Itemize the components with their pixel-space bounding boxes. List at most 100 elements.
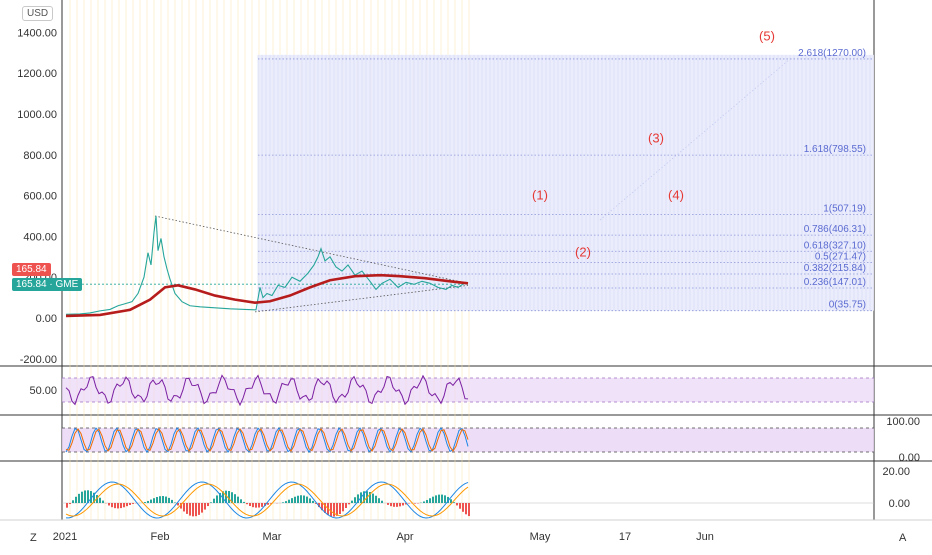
price-axis-tick: 400.00 <box>23 231 57 243</box>
macd-histogram-bar <box>210 502 212 503</box>
macd-histogram-bar <box>330 503 332 516</box>
macd-histogram-bar <box>186 503 188 514</box>
fib-level-label: 0(35.75) <box>829 300 866 311</box>
macd-histogram-bar <box>348 503 350 504</box>
macd-histogram-bar <box>84 490 86 503</box>
macd-histogram-bar <box>309 498 311 503</box>
macd-histogram-bar <box>441 495 443 503</box>
macd-histogram-bar <box>204 503 206 510</box>
macd-histogram-bar <box>81 492 83 503</box>
macd-histogram-bar <box>234 494 236 503</box>
macd-histogram-bar <box>126 503 128 506</box>
wave-label: (3) <box>648 130 664 145</box>
macd-histogram-bar <box>432 497 434 503</box>
macd-histogram-bar <box>216 495 218 503</box>
macd-histogram-bar <box>468 503 470 516</box>
macd-histogram-bar <box>258 503 260 508</box>
macd-histogram-bar <box>297 496 299 503</box>
macd-histogram-bar <box>351 501 353 503</box>
macd-histogram-bar <box>453 502 455 503</box>
macd-histogram-bar <box>291 498 293 503</box>
timezone-button[interactable]: Z <box>30 532 37 544</box>
symbol-price-value: 165.84 <box>16 279 47 290</box>
macd-histogram-bar <box>99 498 101 503</box>
macd-histogram-bar <box>132 503 134 504</box>
macd-histogram-bar <box>336 503 338 516</box>
auto-scale-button[interactable]: A <box>899 532 906 544</box>
macd-histogram-bar <box>381 501 383 503</box>
macd-histogram-bar <box>285 501 287 503</box>
macd-histogram-bar <box>192 503 194 516</box>
macd-histogram-bar <box>312 501 314 503</box>
macd-histogram-bar <box>390 503 392 506</box>
fib-level-label: 1.618(798.55) <box>804 144 866 155</box>
stoch-band <box>62 428 874 452</box>
macd-histogram-bar <box>465 503 467 514</box>
macd-histogram-bar <box>288 500 290 503</box>
macd-histogram-bar <box>429 498 431 503</box>
macd-histogram-bar <box>333 503 335 517</box>
macd-histogram-bar <box>375 496 377 503</box>
fib-level-label: 0.382(215.84) <box>804 263 866 274</box>
macd-histogram-bar <box>354 497 356 503</box>
price-axis-tick: -200.00 <box>20 354 57 366</box>
last-price-tag: 165.84 <box>12 263 51 276</box>
macd-histogram-bar <box>462 503 464 512</box>
macd-histogram-bar <box>345 503 347 508</box>
macd-histogram-bar <box>459 503 461 509</box>
macd-histogram-bar <box>252 503 254 507</box>
macd-histogram-bar <box>294 497 296 503</box>
price-axis-tick: 1200.00 <box>17 68 57 80</box>
macd-histogram-bar <box>129 503 131 505</box>
macd-histogram-bar <box>426 500 428 503</box>
macd-histogram-bar <box>117 503 119 508</box>
macd-histogram-bar <box>207 503 209 506</box>
currency-label[interactable]: USD <box>22 6 53 21</box>
macd-histogram-bar <box>444 495 446 503</box>
macd-histogram-bar <box>183 503 185 511</box>
time-axis-tick: 2021 <box>53 531 77 543</box>
macd-histogram-bar <box>414 503 416 504</box>
fib-level-label: 2.618(1270.00) <box>798 48 866 59</box>
macd-histogram-bar <box>213 499 215 503</box>
macd-histogram-bar <box>255 503 257 508</box>
macd-histogram-bar <box>438 495 440 503</box>
macd-histogram-bar <box>162 496 164 503</box>
time-axis-tick: Feb <box>151 531 170 543</box>
time-axis-tick: Mar <box>263 531 282 543</box>
macd-histogram-bar <box>114 503 116 508</box>
macd-histogram-bar <box>195 503 197 516</box>
macd-histogram-bar <box>339 503 341 514</box>
macd-histogram-bar <box>246 503 248 504</box>
macd-histogram-bar <box>147 501 149 503</box>
stoch-axis-tick: 0.00 <box>899 452 920 464</box>
wave-label: (2) <box>575 245 591 260</box>
macd-histogram-bar <box>300 495 302 503</box>
macd-histogram-bar <box>372 494 374 503</box>
stoch-axis-tick: 100.00 <box>886 416 920 428</box>
macd-histogram-bar <box>393 503 395 507</box>
macd-histogram-bar <box>171 500 173 503</box>
macd-histogram-bar <box>396 503 398 507</box>
rsi-axis-tick: 50.00 <box>29 385 57 397</box>
wave-label: (5) <box>759 28 775 43</box>
price-axis-tick: 0.00 <box>36 313 57 325</box>
macd-histogram-bar <box>399 503 401 506</box>
macd-histogram-bar <box>168 498 170 503</box>
fib-level-label: 0.786(406.31) <box>804 224 866 235</box>
macd-histogram-bar <box>78 494 80 503</box>
macd-histogram-bar <box>111 503 113 507</box>
macd-histogram-bar <box>240 499 242 503</box>
price-axis-tick: 1000.00 <box>17 109 57 121</box>
macd-histogram-bar <box>261 503 263 507</box>
macd-histogram-bar <box>69 503 71 504</box>
macd-histogram-bar <box>159 496 161 503</box>
wave-label: (1) <box>532 188 548 203</box>
macd-histogram-bar <box>387 503 389 505</box>
macd-axis-tick: 20.00 <box>882 466 910 478</box>
macd-histogram-bar <box>243 502 245 503</box>
macd-histogram-bar <box>144 502 146 503</box>
macd-histogram-bar <box>306 497 308 503</box>
